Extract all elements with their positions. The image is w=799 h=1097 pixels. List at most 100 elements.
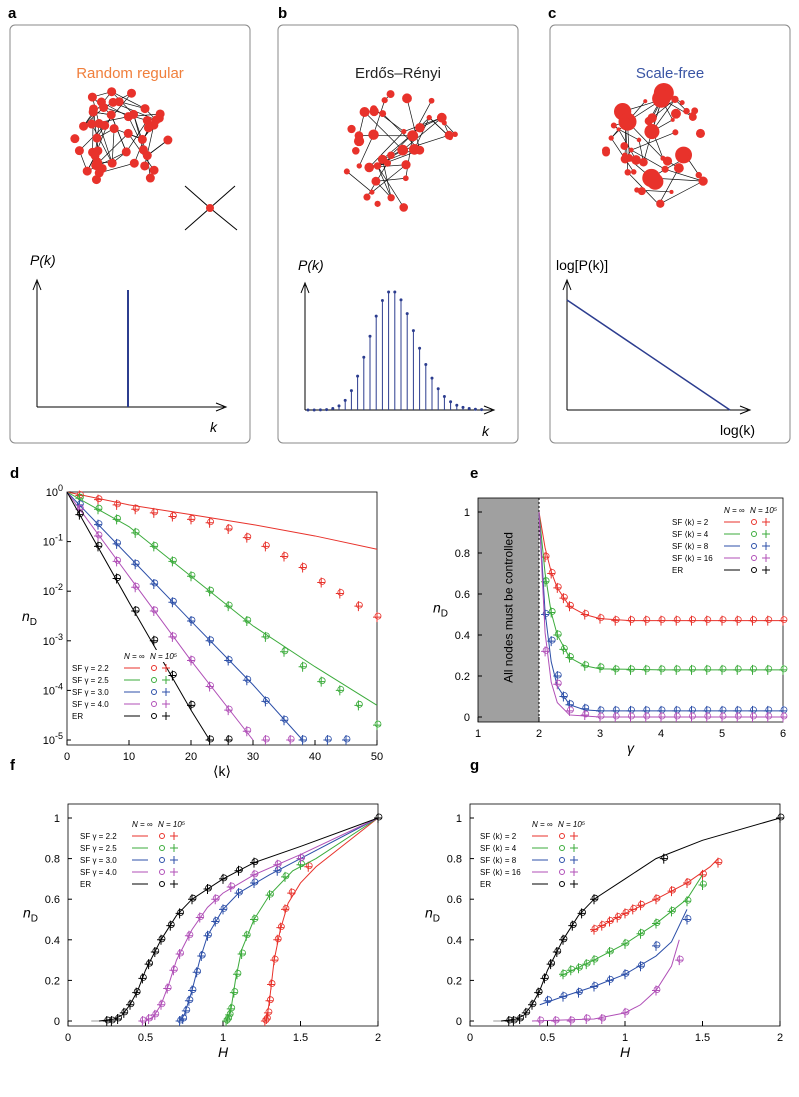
legend-cross	[762, 518, 770, 526]
data-point-circle	[719, 706, 727, 714]
series-line	[538, 511, 783, 622]
data-point-cross	[187, 700, 195, 711]
node	[631, 169, 637, 175]
stem-marker	[455, 403, 459, 407]
edge	[658, 167, 680, 205]
data-point-circle	[262, 735, 270, 743]
data-point-circle	[780, 616, 788, 624]
legend-label: SF γ = 4.0	[72, 700, 109, 709]
data-point-circle	[151, 636, 159, 644]
data-point-cross	[667, 886, 676, 897]
legend-header-inf: N = ∞	[724, 506, 745, 515]
data-point-circle	[597, 712, 605, 720]
data-point-circle	[225, 705, 233, 713]
data-point-cross	[262, 1013, 271, 1024]
data-point-cross	[568, 920, 577, 931]
series-line	[145, 817, 379, 1022]
data-point-circle	[554, 679, 562, 687]
node	[145, 173, 155, 183]
stem-marker	[325, 408, 329, 412]
data-point-cross	[205, 586, 214, 597]
data-point-cross	[559, 934, 567, 945]
panel-letter: e	[470, 465, 478, 482]
tick-exp: -2	[55, 582, 63, 592]
y-tick-label: 0.6	[45, 894, 60, 906]
data-point-cross	[636, 961, 645, 972]
data-point-cross	[547, 636, 556, 647]
legend-label: SF γ = 2.5	[80, 844, 117, 853]
data-point-cross	[144, 959, 153, 970]
data-point-cross	[205, 635, 214, 646]
data-point-cross	[559, 691, 568, 702]
y-axis-label: nD	[425, 905, 440, 925]
stem-marker	[349, 389, 353, 393]
data-point-cross	[605, 916, 614, 927]
x-tick-label: 20	[185, 751, 197, 763]
data-point-cross	[281, 904, 289, 915]
data-point-circle	[189, 986, 197, 993]
y-axis-label-sub: D	[31, 914, 38, 925]
data-point-circle	[684, 896, 692, 904]
data-point-circle	[591, 894, 599, 902]
data-point-cross	[657, 712, 665, 722]
tick-base: 10	[43, 735, 55, 747]
shaded-region	[478, 498, 539, 722]
node	[343, 168, 350, 175]
data-point-circle	[554, 630, 562, 638]
data-point-cross	[553, 582, 562, 593]
legend-cross	[170, 856, 178, 864]
node	[624, 169, 631, 176]
data-point-circle	[750, 665, 757, 673]
node	[79, 121, 89, 131]
stem-marker	[442, 394, 446, 398]
legend-label: ER	[80, 880, 91, 889]
data-point-circle	[567, 653, 574, 660]
data-point-cross	[748, 615, 757, 626]
legend-cross	[162, 688, 170, 696]
edge	[406, 98, 421, 151]
data-point-circle	[188, 571, 196, 579]
node	[415, 145, 425, 155]
data-point-circle	[704, 706, 712, 714]
data-point-cross	[184, 930, 193, 941]
data-point-circle	[542, 610, 550, 617]
stem-marker	[318, 408, 322, 412]
legend-cross	[162, 676, 170, 684]
data-point-circle	[506, 1016, 514, 1024]
data-point-cross	[582, 959, 591, 970]
edge	[83, 107, 104, 127]
stem-marker	[480, 408, 484, 412]
data-point-cross	[242, 726, 251, 737]
data-point-circle	[529, 1000, 537, 1008]
data-point-cross	[205, 517, 214, 528]
node	[356, 163, 362, 169]
data-point-cross	[234, 865, 243, 876]
data-point-circle	[597, 614, 605, 621]
data-point-cross	[636, 900, 645, 911]
power-law-line	[566, 299, 731, 411]
data-point-circle	[734, 712, 742, 720]
data-point-circle	[225, 656, 233, 663]
legend-header-inf: N = ∞	[132, 820, 153, 829]
data-point-circle	[658, 665, 666, 673]
data-point-circle	[263, 1014, 271, 1022]
data-point-circle	[324, 735, 332, 743]
legend-header-finite: N = 10⁵	[158, 820, 186, 829]
data-point-cross	[605, 975, 614, 986]
node	[452, 131, 458, 137]
legend-header-bg	[477, 818, 589, 830]
node	[383, 159, 391, 167]
data-point-circle	[180, 1014, 188, 1022]
data-point-circle	[676, 955, 684, 963]
data-point-cross	[188, 894, 196, 905]
data-point-circle	[689, 616, 696, 624]
data-point-circle	[95, 531, 103, 539]
data-point-circle	[567, 706, 574, 714]
node	[436, 112, 447, 123]
series-line	[66, 491, 378, 706]
data-point-circle	[95, 520, 103, 528]
node	[387, 194, 395, 202]
stem-marker	[449, 400, 453, 404]
data-point-circle	[765, 712, 773, 720]
data-point-circle	[236, 866, 243, 874]
